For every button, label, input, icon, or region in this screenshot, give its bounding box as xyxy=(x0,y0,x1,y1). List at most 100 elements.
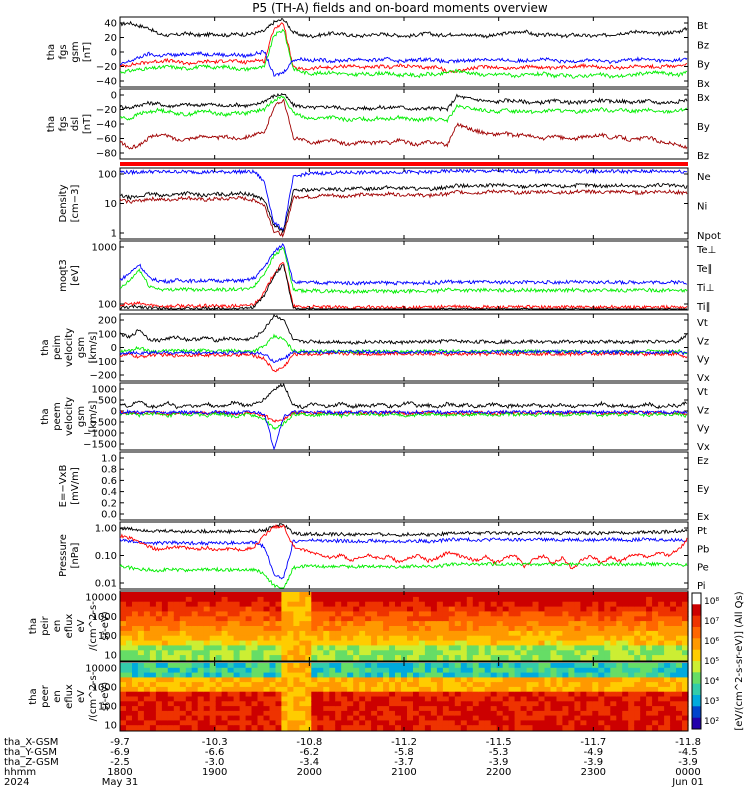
spectrogram-cell xyxy=(161,715,169,721)
spectrogram-cell xyxy=(484,635,492,642)
spectrogram-cell xyxy=(317,696,324,702)
spectrogram-cell xyxy=(353,706,360,712)
spectrogram-cell xyxy=(305,596,312,603)
spectrogram-cell xyxy=(520,626,528,632)
spectrogram-cell xyxy=(652,606,659,613)
spectrogram-cell xyxy=(245,655,253,661)
spectrogram-cell xyxy=(401,715,408,721)
spectrogram-cell xyxy=(478,640,486,647)
spectrogram-cell xyxy=(670,663,677,669)
spectrogram-cell xyxy=(293,650,300,656)
spectrogram-cell xyxy=(281,630,288,637)
legend-entry: Vt xyxy=(697,318,708,329)
spectrogram-cell xyxy=(311,715,318,721)
spectrogram-cell xyxy=(227,650,235,656)
spectrogram-cell xyxy=(502,601,510,608)
spectrogram-cell xyxy=(496,630,504,637)
spectrogram-cell xyxy=(580,672,587,678)
spectrogram-cell xyxy=(365,611,372,617)
spectrogram-cell xyxy=(538,616,546,622)
spectrogram-cell xyxy=(676,650,683,656)
spectrogram-cell xyxy=(275,725,283,731)
spectrogram-cell xyxy=(323,682,330,688)
spectrogram-cell xyxy=(658,682,665,688)
spectrogram-cell xyxy=(496,682,504,688)
spectrogram-cell xyxy=(556,720,564,726)
spectrogram-cell xyxy=(329,640,336,647)
spectrogram-cell xyxy=(484,611,492,617)
spectrogram-cell xyxy=(167,626,175,632)
spectrogram-cell xyxy=(173,596,181,603)
spectrogram-cell xyxy=(287,611,294,617)
spectrogram-cell xyxy=(532,616,540,622)
spectrogram-cell xyxy=(245,710,253,717)
spectrogram-cell xyxy=(132,691,139,698)
spectrogram-cell xyxy=(598,686,605,693)
spectrogram-cell xyxy=(634,601,641,608)
spectrogram-cell xyxy=(269,655,277,661)
spectrogram-cell xyxy=(430,596,438,603)
spectrogram-cell xyxy=(592,720,599,726)
spectrogram-cell xyxy=(538,645,546,651)
series-line-Vy xyxy=(119,411,688,431)
spectrogram-cell xyxy=(436,601,444,608)
spectrogram-cell xyxy=(430,655,438,661)
spectrogram-cell xyxy=(407,650,414,656)
spectrogram-cell xyxy=(496,691,504,698)
spectrogram-cell xyxy=(120,606,127,613)
spectrogram-cell xyxy=(293,701,300,707)
colorbar-segment xyxy=(692,604,701,617)
spectrogram-cell xyxy=(556,611,564,617)
colorbar-segment xyxy=(692,593,701,605)
spectrogram-cell xyxy=(658,663,665,669)
spectrogram-cell xyxy=(502,626,510,632)
ephemeris-value: -3.4 xyxy=(300,757,320,768)
spectrogram-cell xyxy=(682,606,689,613)
spectrogram-cell xyxy=(526,686,534,693)
spectrogram-cell xyxy=(466,663,474,669)
spectrogram-cell xyxy=(143,691,151,698)
spectrogram-cell xyxy=(472,677,480,683)
spectrogram-cell xyxy=(472,645,480,651)
spectrogram-cell xyxy=(586,596,593,603)
spectrogram-cell xyxy=(155,596,163,603)
spectrogram-cell xyxy=(670,686,677,693)
spectrogram-cell xyxy=(442,645,450,651)
spectrogram-cell xyxy=(574,725,581,731)
panel-ylabel: eV xyxy=(76,619,87,632)
spectrogram-cell xyxy=(622,635,629,642)
spectrogram-cell xyxy=(616,596,623,603)
spectrogram-cell xyxy=(179,606,187,613)
spectrogram-cell xyxy=(682,655,689,661)
spectrogram-cell xyxy=(664,655,671,661)
spectrogram-cell xyxy=(377,701,384,707)
spectrogram-cell xyxy=(281,596,288,603)
spectrogram-cell xyxy=(676,725,683,731)
spectrogram-cell xyxy=(652,677,659,683)
spectrogram-cell xyxy=(664,606,671,613)
spectrogram-cell xyxy=(191,611,199,617)
spectrogram-cell xyxy=(281,706,288,712)
spectrogram-cell xyxy=(257,606,265,613)
spectrogram-cell xyxy=(389,621,396,627)
spectrogram-cell xyxy=(454,592,462,598)
spectrogram-cell xyxy=(377,672,384,678)
spectrogram-cell xyxy=(520,601,528,608)
spectrogram-cell xyxy=(233,663,241,669)
spectrogram-cell xyxy=(347,640,354,647)
spectrogram-cell xyxy=(149,691,157,698)
spectrogram-cell xyxy=(460,611,468,617)
spectrogram-cell xyxy=(634,725,641,731)
spectrogram-cell xyxy=(281,655,288,661)
spectrogram-cell xyxy=(430,663,438,669)
spectrogram-cell xyxy=(436,630,444,637)
spectrogram-cell xyxy=(586,696,593,702)
spectrogram-cell xyxy=(508,655,516,661)
spectrogram-cell xyxy=(287,630,294,637)
spectrogram-cell xyxy=(526,715,534,721)
spectrogram-cell xyxy=(604,611,611,617)
orbit-bar xyxy=(120,162,688,166)
spectrogram-cell xyxy=(120,655,127,661)
spectrogram-cell xyxy=(239,725,247,731)
spectrogram-cell xyxy=(418,696,426,702)
